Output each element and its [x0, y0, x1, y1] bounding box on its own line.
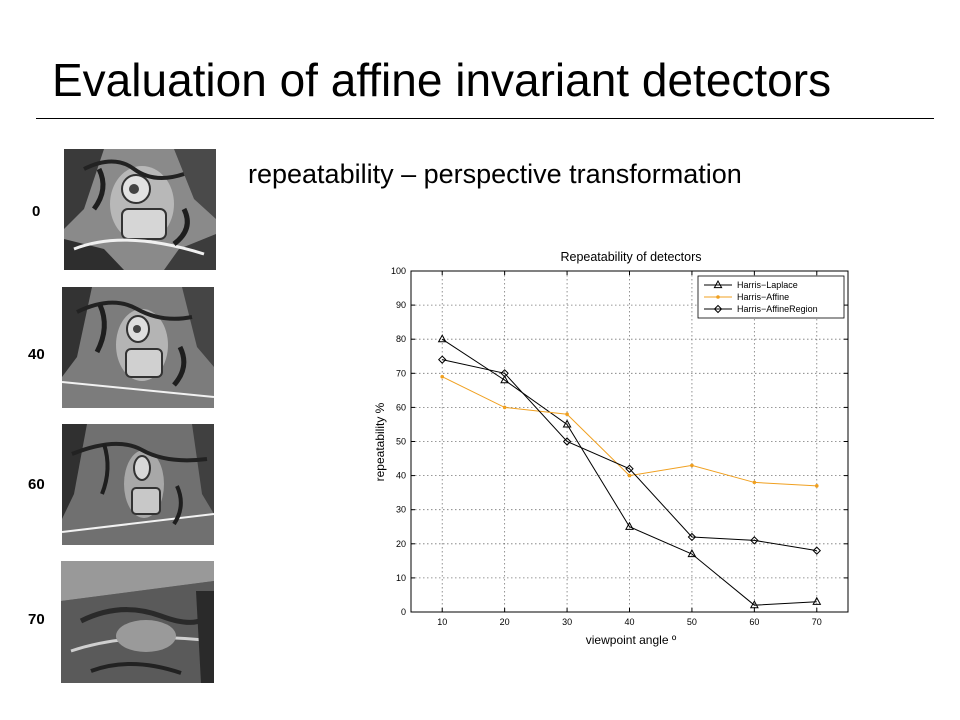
dot-marker [716, 295, 720, 299]
series-line [441, 338, 817, 606]
triangle-marker [500, 375, 510, 384]
triangle-marker [687, 548, 697, 558]
graffiti-image-60 [62, 424, 214, 545]
chart-grid [411, 270, 848, 613]
legend-entry: Harris−Affine [737, 292, 789, 302]
dot-marker [752, 480, 757, 485]
triangle-marker [812, 596, 822, 605]
thumbnail-label-0: 0 [32, 203, 41, 220]
dot-marker [440, 374, 445, 379]
thumbnail-label-60: 60 [28, 476, 45, 493]
x-axis-label: viewpoint angle º [586, 633, 677, 647]
diamond-marker [500, 369, 509, 378]
repeatability-chart: 10 20 30 40 50 60 70 0 10 20 30 40 50 60 70 80 90 100 Rep… [373, 250, 849, 647]
y-tick-label: 100 [391, 266, 406, 276]
legend-entry: Harris−AffineRegion [737, 304, 818, 314]
diamond-marker [812, 546, 821, 555]
triangle-marker [749, 600, 759, 609]
diamond-marker [713, 304, 723, 314]
triangle-marker [437, 334, 447, 343]
plot-area-frame [410, 270, 849, 613]
x-tick-label: 10 [437, 617, 447, 627]
dot-marker [565, 412, 569, 417]
series-1 [437, 334, 822, 609]
diamond-marker [750, 536, 759, 545]
dot-marker [690, 463, 694, 468]
x-tick-label: 30 [562, 617, 572, 627]
y-tick-label: 90 [396, 300, 406, 310]
y-tick-label: 70 [396, 368, 406, 378]
chart-axes: 10 20 30 40 50 60 70 0 10 20 30 40 50 60 70 80 90 100 [391, 266, 848, 627]
diamond-marker [687, 532, 697, 542]
diamond-marker [625, 464, 634, 473]
x-tick-label: 60 [749, 617, 759, 627]
x-tick-label: 50 [687, 617, 697, 627]
slide-title: Evaluation of affine invariant detectors [52, 54, 832, 106]
series-3 [438, 355, 821, 555]
dot-marker [502, 405, 507, 410]
y-tick-label: 10 [396, 573, 406, 583]
graffiti-image-40 [62, 287, 214, 408]
thumbnail-label-40: 40 [28, 346, 45, 363]
legend-entry: Harris−Laplace [737, 280, 798, 290]
y-tick-label: 40 [396, 471, 406, 481]
x-tick-label: 20 [500, 617, 510, 627]
slide-subtitle: repeatability – perspective transformati… [248, 159, 742, 189]
y-tick-label: 0 [401, 607, 406, 617]
title-divider [36, 118, 934, 119]
y-tick-label: 20 [396, 539, 406, 549]
y-tick-label: 60 [396, 402, 406, 412]
series-line [442, 359, 817, 552]
triangle-marker [562, 419, 572, 428]
triangle-marker [625, 521, 634, 530]
diamond-marker [438, 355, 447, 364]
dot-marker [627, 473, 632, 478]
dot-marker [814, 484, 819, 488]
y-tick-label: 80 [396, 334, 406, 344]
y-tick-label: 30 [396, 505, 406, 515]
triangle-marker [713, 279, 723, 289]
chart-series [437, 334, 822, 609]
chart-title: Repeatability of detectors [560, 250, 701, 264]
chart-legend: Harris−Laplace Harris−Affine Harris−Affine… [697, 275, 845, 319]
y-axis-label: repeatability % [373, 402, 387, 481]
x-tick-label: 40 [624, 617, 634, 627]
x-tick-label: 70 [812, 617, 822, 627]
series-2 [440, 374, 819, 488]
diamond-marker [562, 437, 572, 446]
graffiti-image-70 [61, 561, 214, 683]
y-tick-label: 50 [396, 437, 406, 447]
thumbnail-label-70: 70 [28, 611, 45, 628]
graffiti-image-0 [64, 149, 216, 270]
